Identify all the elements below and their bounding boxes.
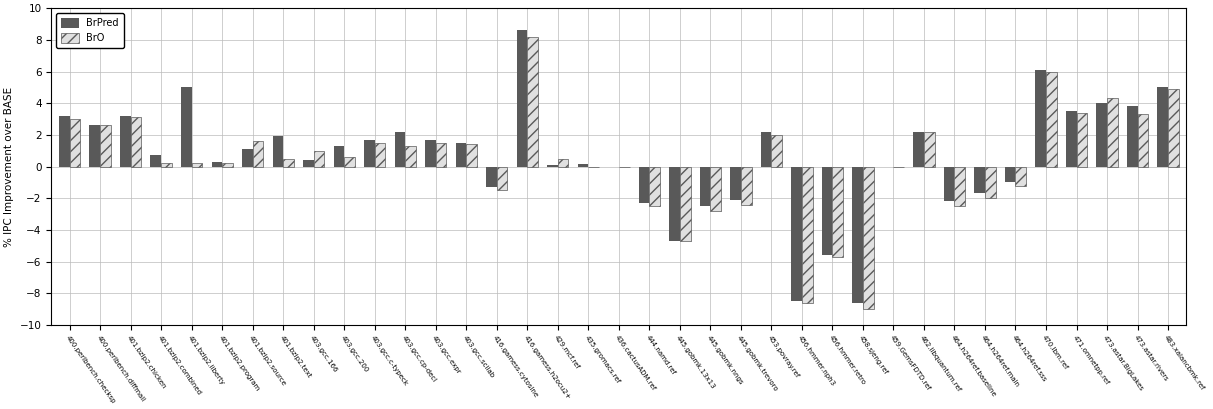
Bar (283, 159, 294, 166)
Bar (1138, 114, 1149, 166)
Bar (1015, 166, 1026, 186)
Bar (913, 132, 924, 166)
Bar (955, 166, 966, 206)
Bar (577, 164, 588, 166)
Bar (711, 166, 721, 211)
Bar (364, 139, 375, 166)
Bar (1097, 103, 1107, 166)
Bar (1127, 106, 1138, 166)
Bar (211, 162, 222, 166)
Bar (69, 119, 80, 166)
Bar (730, 166, 741, 200)
Bar (1066, 111, 1076, 166)
Bar (821, 166, 832, 255)
Bar (1046, 72, 1057, 166)
Bar (90, 126, 101, 166)
Bar (670, 166, 679, 241)
Bar (741, 166, 752, 204)
Bar (181, 88, 192, 166)
Bar (334, 146, 344, 166)
Bar (192, 163, 203, 166)
Bar (558, 159, 569, 166)
Bar (1004, 166, 1015, 182)
Bar (802, 166, 813, 303)
Bar (1036, 70, 1046, 166)
Bar (405, 146, 416, 166)
Bar (425, 139, 435, 166)
Bar (1168, 89, 1179, 166)
Bar (303, 160, 314, 166)
Legend: BrPred, BrO: BrPred, BrO (56, 13, 124, 48)
Bar (924, 132, 935, 166)
Bar (1107, 99, 1117, 166)
Bar (252, 141, 263, 166)
Bar (517, 30, 528, 166)
Bar (101, 126, 110, 166)
Bar (314, 151, 324, 166)
Bar (435, 143, 446, 166)
Bar (639, 166, 649, 203)
Bar (456, 143, 466, 166)
Bar (1157, 88, 1168, 166)
Bar (497, 166, 507, 190)
Bar (832, 166, 843, 257)
Bar (161, 163, 172, 166)
Bar (679, 166, 690, 241)
Bar (528, 37, 539, 166)
Bar (853, 166, 862, 303)
Bar (700, 166, 711, 206)
Bar (222, 163, 233, 166)
Bar (466, 144, 477, 166)
Bar (1076, 113, 1087, 166)
Bar (547, 165, 558, 166)
Bar (375, 143, 386, 166)
Bar (486, 166, 497, 187)
Bar (131, 117, 142, 166)
Bar (394, 132, 405, 166)
Bar (120, 116, 131, 166)
Bar (761, 132, 771, 166)
Bar (985, 166, 996, 198)
Bar (649, 166, 660, 206)
Bar (791, 166, 802, 301)
Bar (771, 135, 782, 166)
Bar (150, 155, 161, 166)
Y-axis label: % IPC Improvement over BASE: % IPC Improvement over BASE (4, 86, 15, 247)
Bar (59, 116, 69, 166)
Bar (344, 157, 355, 166)
Bar (243, 149, 252, 166)
Bar (273, 137, 283, 166)
Bar (862, 166, 873, 309)
Bar (974, 166, 985, 193)
Bar (944, 166, 955, 201)
